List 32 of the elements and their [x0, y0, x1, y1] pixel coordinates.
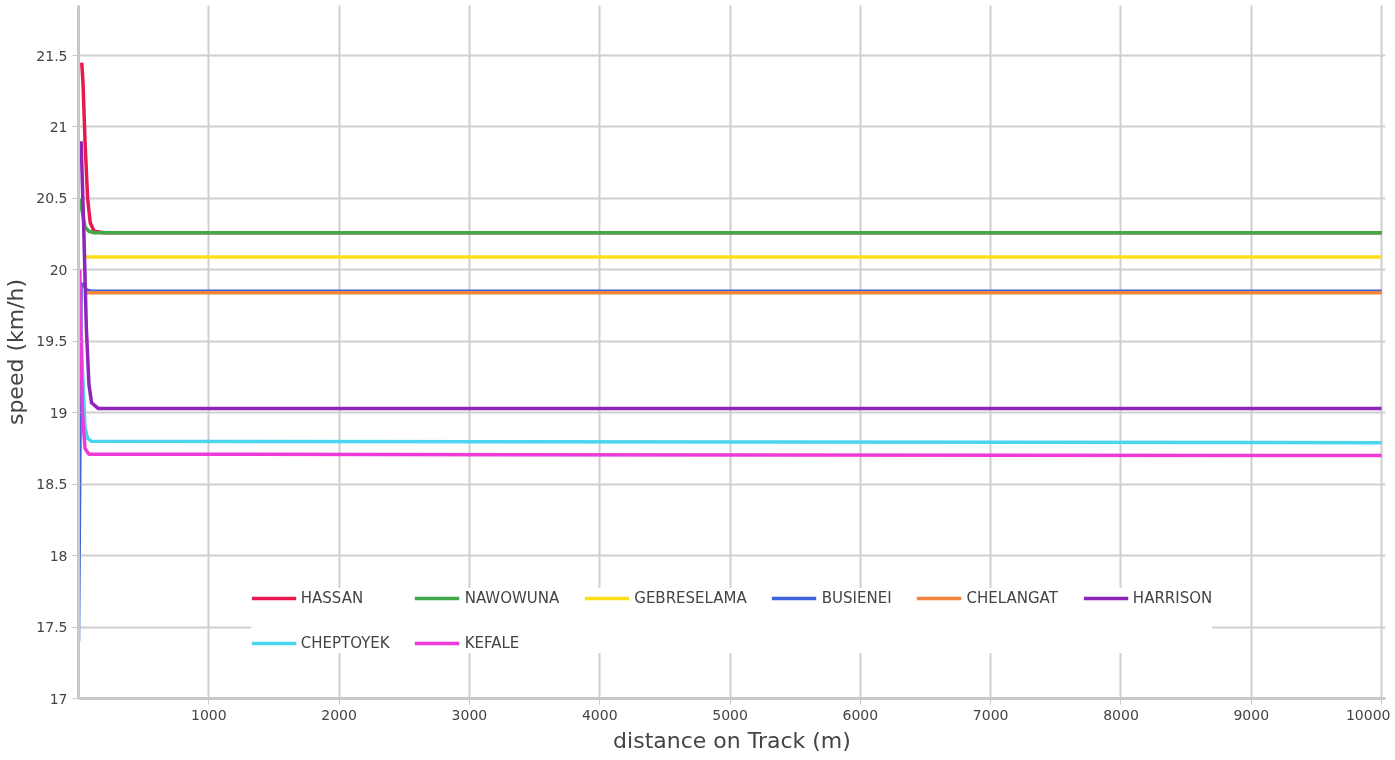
legend-label: BUSIENEI [821, 589, 892, 607]
legend-label: CHEPTOYEK [300, 634, 390, 652]
legend-label: NAWOWUNA [464, 589, 560, 607]
x-tick-label: 1000 [190, 706, 227, 723]
legend-label: HARRISON [1132, 589, 1213, 607]
y-tick-label: 21 [49, 118, 68, 135]
x-tick-label: 4000 [581, 706, 618, 723]
x-tick-label: 2000 [321, 706, 357, 723]
line-series [78, 196, 1384, 235]
legend-label: GEBRESELAMA [634, 589, 747, 607]
y-tick-label: 19.5 [36, 333, 68, 350]
x-tick-label: 9000 [1233, 706, 1270, 723]
y-tick-label: 20.5 [36, 190, 68, 207]
y-tick-label: 18 [49, 547, 68, 564]
y-tick-label: 20 [49, 261, 68, 278]
y-axis-title: speed (km/h) [3, 278, 29, 426]
x-tick-label: 3000 [451, 706, 488, 723]
y-tick-label: 18.5 [36, 476, 68, 493]
x-tick-label: 10000 [1345, 706, 1391, 723]
legend-label: KEFALE [464, 634, 520, 652]
line-series [79, 139, 1384, 411]
legend-label: CHELANGAT [966, 589, 1058, 607]
y-tick-label: 17 [49, 690, 68, 707]
x-tick-label: 5000 [712, 706, 748, 723]
y-tick-label: 21.5 [36, 47, 68, 64]
y-tick-label: 19 [49, 404, 68, 421]
x-tick-label: 7000 [972, 706, 1009, 723]
x-tick-label: 6000 [842, 706, 879, 723]
legend-label: HASSAN [300, 589, 364, 607]
x-axis-title: distance on Track (m) [613, 727, 851, 753]
y-tick-label: 17.5 [36, 619, 68, 636]
x-tick-label: 8000 [1103, 706, 1139, 723]
